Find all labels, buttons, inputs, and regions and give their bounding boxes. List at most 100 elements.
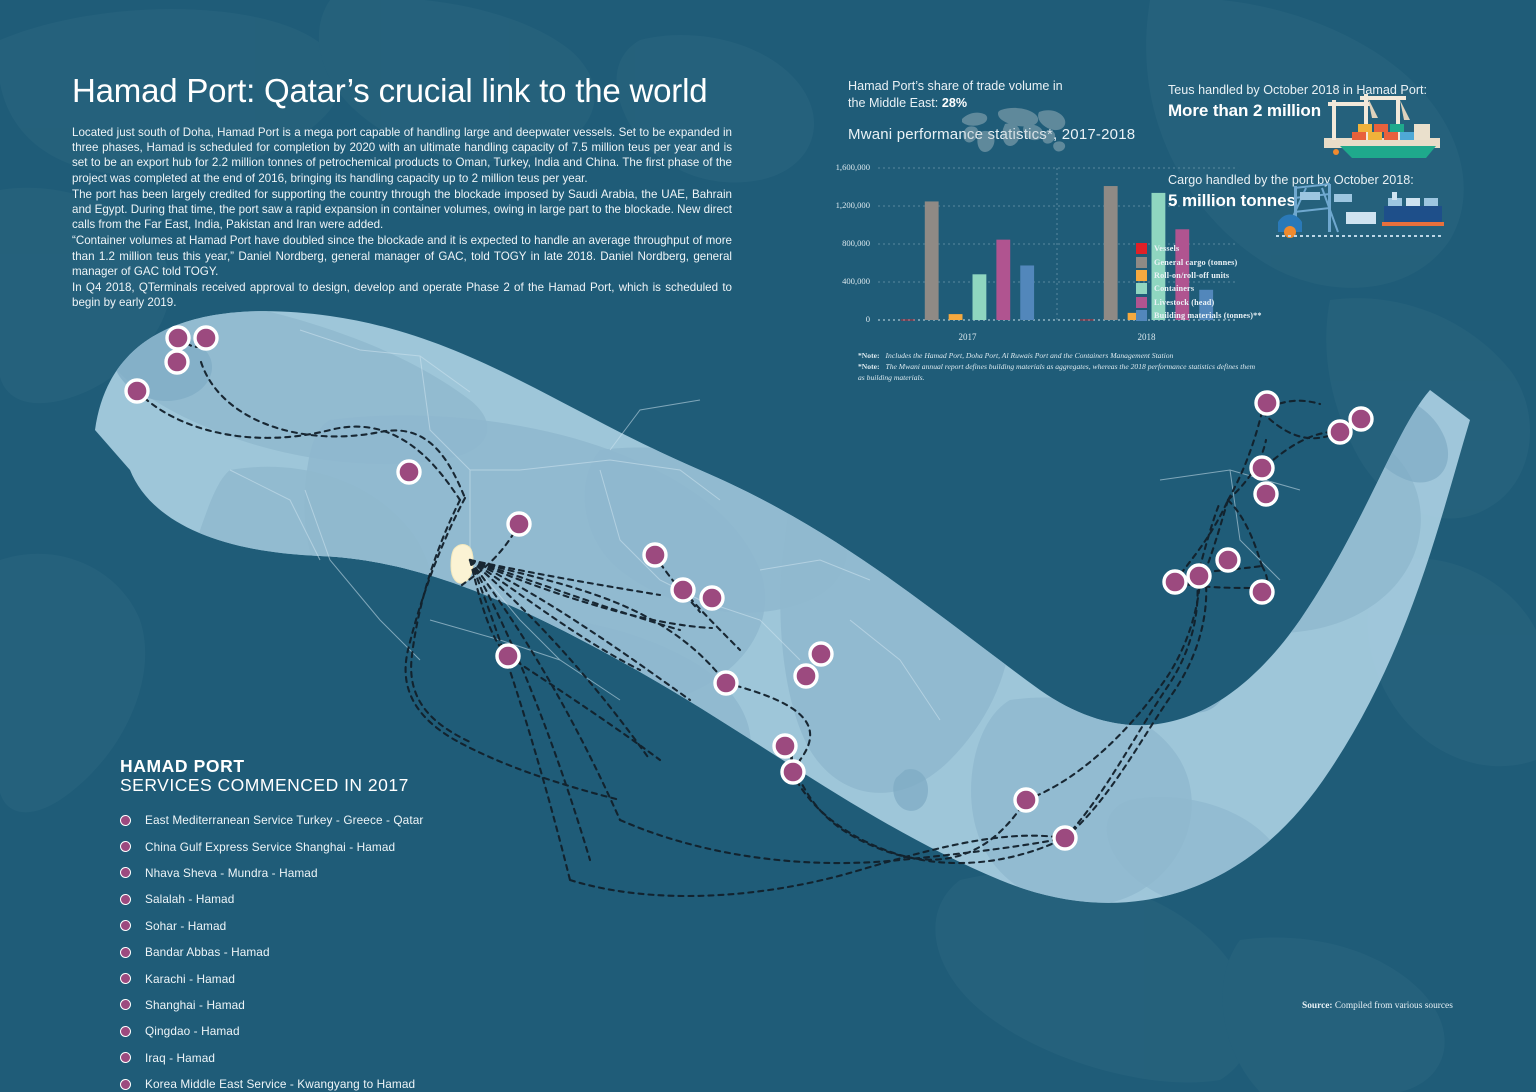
intro-paragraph: In Q4 2018, QTerminals received approval… (72, 280, 732, 310)
service-list-item-label: Qingdao - Hamad (145, 1024, 240, 1039)
port-crane-cargo-icon (1276, 183, 1444, 238)
service-list-item-label: Karachi - Hamad (145, 971, 236, 986)
port-marker[interactable] (670, 577, 696, 603)
port-marker[interactable] (772, 733, 798, 759)
port-marker[interactable] (713, 670, 739, 696)
port-marker-icon (120, 1025, 131, 1037)
chart-legend-swatch (1136, 296, 1147, 308)
port-marker[interactable] (808, 641, 834, 667)
port-marker-icon (120, 999, 131, 1011)
chart-footnote-text: Includes the Hamad Port, Doha Port, Al R… (885, 351, 1174, 360)
port-marker[interactable] (699, 585, 725, 611)
map-country-borders (229, 329, 1301, 721)
port-marker-icon (120, 1052, 131, 1064)
port-marker-icon (120, 920, 131, 932)
cargo-handled-value: 5 million tonnes (1168, 191, 1296, 210)
port-marker-icon (120, 1078, 131, 1090)
services-legend: HAMAD PORT SERVICES COMMENCED IN 2017 Ea… (120, 756, 540, 1092)
port-marker[interactable] (165, 325, 191, 351)
chart-legend-item[interactable]: Livestock (head) (1136, 296, 1316, 309)
teus-handled-stat: Teus handled by October 2018 in Hamad Po… (1168, 82, 1468, 158)
chart-bar (1127, 312, 1142, 321)
port-marker[interactable] (1348, 406, 1374, 432)
service-list-item-label: China Gulf Express Service Shanghai - Ha… (145, 839, 396, 854)
chart-legend-item[interactable]: General cargo (tonnes) (1136, 255, 1316, 268)
port-marker[interactable] (1254, 390, 1280, 416)
service-list-item[interactable]: Nhava Sheva - Mundra - Hamad (120, 860, 540, 886)
trade-share-caption: Hamad Port’s share of trade volume in th… (848, 79, 1063, 110)
port-marker[interactable] (1249, 455, 1275, 481)
service-list-item-label: Iraq - Hamad (145, 1050, 216, 1065)
port-marker[interactable] (495, 643, 521, 669)
service-list-item-label: East Mediterranean Service Turkey - Gree… (145, 813, 424, 828)
service-list-item[interactable]: Iraq - Hamad (120, 1045, 540, 1071)
chart-legend-label: Roll-on/roll-off units (1154, 270, 1230, 280)
port-marker[interactable] (1186, 563, 1212, 589)
service-list-item[interactable]: Karachi - Hamad (120, 965, 540, 991)
chart-bar (1020, 265, 1035, 320)
chart-legend-label: Livestock (head) (1154, 297, 1215, 307)
bar-chart-canvas (878, 167, 1236, 321)
service-list-item[interactable]: Korea Middle East Service - Kwangyang to… (120, 1071, 540, 1092)
service-list-item[interactable]: East Mediterranean Service Turkey - Gree… (120, 807, 540, 833)
source-label: Source: (1302, 1001, 1333, 1011)
y-axis-tick-label: 800,000 (842, 238, 870, 248)
port-marker-icon (120, 814, 131, 826)
page-title: Hamad Port: Qatar’s crucial link to the … (72, 72, 708, 109)
service-list-item-label: Korea Middle East Service - Kwangyang to… (145, 1077, 416, 1092)
shipping-routes (135, 336, 1362, 898)
service-list-item[interactable]: Bandar Abbas - Hamad (120, 939, 540, 965)
service-list-item[interactable]: Qingdao - Hamad (120, 1018, 540, 1044)
port-marker[interactable] (1215, 547, 1241, 573)
port-marker[interactable] (1013, 787, 1039, 813)
port-marker[interactable] (1162, 569, 1188, 595)
chart-legend-item[interactable]: Roll-on/roll-off units (1136, 269, 1316, 282)
port-marker[interactable] (1052, 825, 1078, 851)
chart-bar (1079, 319, 1094, 321)
chart-legend: Vessels General cargo (tonnes) Roll-on/rol… (1136, 242, 1316, 322)
chart-panel: Hamad Port’s share of trade volume in th… (836, 78, 1248, 342)
chart-legend-item[interactable]: Vessels (1136, 242, 1316, 255)
chart-legend-swatch (1136, 256, 1147, 268)
chart-legend-label: Building materials (tonnes)** (1154, 311, 1262, 321)
port-marker[interactable] (124, 378, 150, 404)
chart-legend-item[interactable]: Containers (1136, 282, 1316, 295)
intro-paragraph: “Container volumes at Hamad Port have do… (72, 234, 732, 278)
service-list-item[interactable]: Sohar - Hamad (120, 913, 540, 939)
port-marker[interactable] (642, 542, 668, 568)
chart-legend-swatch (1136, 243, 1147, 255)
chart-legend-swatch (1136, 269, 1147, 281)
port-marker[interactable] (1253, 481, 1279, 507)
chart-bar (1199, 289, 1214, 320)
chart-footnotes: *Note: Includes the Hamad Port, Doha Port… (858, 350, 1258, 383)
port-marker-icon (120, 973, 131, 985)
port-marker[interactable] (1327, 419, 1353, 445)
chart-footnote: *Note: Includes the Hamad Port, Doha Port… (858, 350, 1258, 361)
port-marker[interactable] (1249, 579, 1275, 605)
chart-legend-swatch (1136, 310, 1147, 322)
chart-legend-swatch (1136, 283, 1147, 295)
teus-handled-caption: Teus handled by October 2018 in Hamad Po… (1168, 83, 1428, 97)
services-title-primary: HAMAD PORT (120, 756, 245, 776)
port-marker[interactable] (780, 759, 806, 785)
chart-bar (1103, 186, 1118, 320)
service-list-item[interactable]: Shanghai - Hamad (120, 992, 540, 1018)
intro-paragraph: Located just south of Doha, Hamad Port i… (72, 125, 732, 185)
y-axis-tick-label: 1,200,000 (835, 200, 870, 210)
port-marker[interactable] (793, 663, 819, 689)
port-marker[interactable] (193, 325, 219, 351)
cargo-handled-caption: Cargo handled by the port by October 201… (1168, 173, 1414, 187)
chart-legend-label: General cargo (tonnes) (1154, 257, 1238, 267)
service-list-item[interactable]: China Gulf Express Service Shanghai - Ha… (120, 833, 540, 859)
chart-bar (900, 319, 915, 321)
chart-legend-item[interactable]: Building materials (tonnes)** (1136, 309, 1316, 322)
chart-footnote-text: The Mwani annual report defines building… (858, 362, 1256, 382)
chart-legend-label: Vessels (1154, 244, 1180, 254)
chart-bar (924, 201, 939, 320)
service-list-item[interactable]: Salalah - Hamad (120, 886, 540, 912)
port-marker[interactable] (396, 459, 422, 485)
port-marker[interactable] (506, 511, 532, 537)
port-marker[interactable] (164, 349, 190, 375)
chart-bar (1151, 192, 1166, 320)
